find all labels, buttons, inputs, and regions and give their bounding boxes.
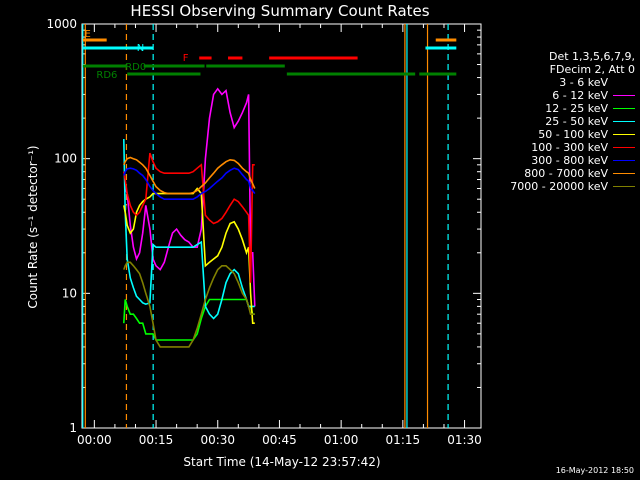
legend-entry-label: 300 - 800 keV (531, 154, 608, 167)
y-tick-label: 10 (62, 286, 77, 300)
legend-swatch (613, 82, 635, 83)
legend-swatch (613, 186, 635, 187)
series-line-2 (123, 298, 255, 341)
legend-swatch (613, 160, 635, 161)
y-tick-label: 1 (69, 421, 77, 435)
legend-entry-label: 12 - 25 keV (545, 102, 608, 115)
legend-entry: 7000 - 20000 keV (495, 180, 635, 193)
legend-entry-label: 3 - 6 keV (559, 76, 608, 89)
series-line-0 (123, 98, 256, 418)
y-axis-label: Count Rate (s⁻¹ detector⁻¹) (26, 145, 40, 309)
legend-entry: 3 - 6 keV (495, 76, 635, 89)
legend-swatch (613, 95, 635, 96)
plot-frame (81, 23, 482, 429)
x-tick-label: 00:30 (200, 433, 235, 447)
legend-entry-label: 6 - 12 keV (552, 89, 608, 102)
flag-label-n: N (137, 43, 144, 54)
legend-swatch (613, 134, 635, 135)
legend-swatch (613, 173, 635, 174)
legend-swatch (613, 147, 635, 148)
legend-entry: 6 - 12 keV (495, 89, 635, 102)
series-line-6 (123, 167, 256, 200)
legend-entry-label: 100 - 300 keV (531, 141, 608, 154)
flag-label-f: F (183, 53, 189, 64)
x-tick-label: 01:15 (386, 433, 421, 447)
legend-entry-label: 7000 - 20000 keV (510, 180, 608, 193)
legend-entry-label: 25 - 50 keV (545, 115, 608, 128)
legend-entry: 300 - 800 keV (495, 154, 635, 167)
legend-entry: 800 - 7000 keV (495, 167, 635, 180)
x-tick-label: 01:30 (447, 433, 482, 447)
legend-header-line-2: FDecim 2, Att 0 (549, 63, 635, 76)
flag-label-rd0: RD0 (125, 62, 146, 73)
series-line-3 (123, 138, 255, 320)
series-line-7 (123, 156, 256, 195)
legend-entry: 100 - 300 keV (495, 141, 635, 154)
x-tick-label: 01:00 (324, 433, 359, 447)
series-line-8 (123, 261, 255, 348)
legend-swatch (613, 108, 635, 109)
legend-entry-label: 50 - 100 keV (538, 128, 608, 141)
legend-entry-label: 800 - 7000 keV (524, 167, 608, 180)
legend-entry: 12 - 25 keV (495, 102, 635, 115)
series-line-1 (124, 87, 256, 307)
x-tick-label: 00:00 (77, 433, 112, 447)
flag-label-e: E (84, 29, 90, 40)
legend-header-line-1: Det 1,3,5,6,7,9, (548, 50, 635, 63)
legend-swatch (613, 121, 635, 122)
x-tick-label: 00:45 (262, 433, 297, 447)
series-line-5 (123, 152, 255, 283)
flag-label-rd6: RD6 (96, 70, 117, 81)
x-tick-label: 00:15 (139, 433, 174, 447)
chart-title: HESSI Observing Summary Count Rates (130, 2, 430, 20)
legend-entry: 25 - 50 keV (495, 115, 635, 128)
y-tick-label: 100 (54, 152, 77, 166)
timestamp: 16-May-2012 18:50 (555, 466, 634, 475)
legend-entry: 50 - 100 keV (495, 128, 635, 141)
y-tick-label: 1000 (46, 17, 77, 31)
legend: Det 1,3,5,6,7,9, FDecim 2, Att 0 3 - 6 k… (495, 50, 635, 193)
x-axis-label: Start Time (14-May-12 23:57:42) (183, 455, 381, 469)
